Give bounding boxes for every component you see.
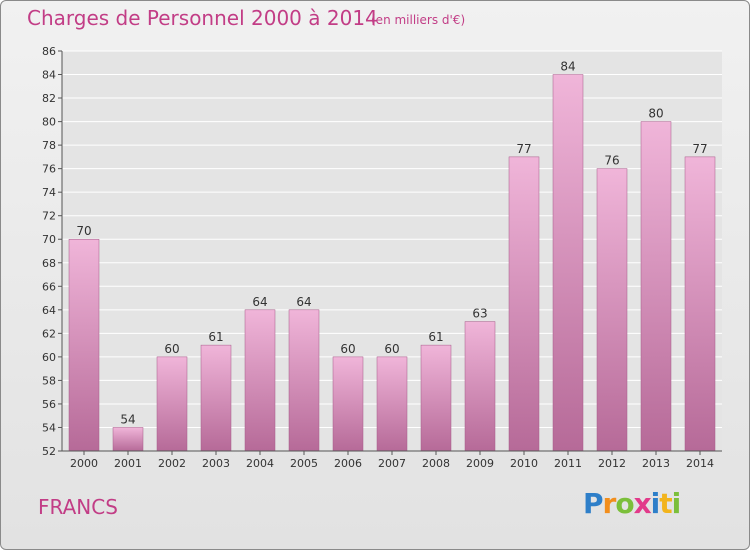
bar-value-label: 64 [296,295,311,309]
bar-value-label: 60 [340,342,355,356]
y-tick-label: 68 [42,257,56,270]
bar-value-label: 60 [384,342,399,356]
y-tick-label: 70 [42,233,56,246]
y-tick-label: 62 [42,327,56,340]
chart-title: Charges de Personnel 2000 à 2014 [27,6,378,30]
bar-value-label: 80 [648,107,663,121]
y-tick-label: 72 [42,210,56,223]
logo-letter: r [602,487,617,520]
y-tick-label: 52 [42,445,56,458]
bar [200,344,232,452]
bar [288,309,320,452]
bar-value-label: 61 [428,330,443,344]
y-tick-label: 86 [42,45,56,58]
y-tick-label: 64 [42,304,56,317]
x-tick-label: 2002 [158,457,186,470]
bar [156,356,188,452]
x-tick-label: 2012 [598,457,626,470]
bar-value-label: 77 [516,142,531,156]
y-tick-label: 80 [42,116,56,129]
bar [640,121,672,452]
x-tick-label: 2003 [202,457,230,470]
bar-value-label: 84 [560,60,575,74]
y-tick-label: 84 [42,69,56,82]
y-tick-label: 58 [42,374,56,387]
x-tick-label: 2007 [378,457,406,470]
y-tick-label: 54 [42,421,56,434]
x-tick-label: 2006 [334,457,362,470]
y-tick-label: 74 [42,186,56,199]
bar-value-label: 63 [472,307,487,321]
bar [376,356,408,452]
x-tick-label: 2010 [510,457,538,470]
logo-letter: P [583,487,604,520]
proxiti-logo: Proxiti [583,487,682,520]
y-tick-label: 76 [42,163,56,176]
footer-label: FRANCS [38,495,118,519]
y-tick-label: 78 [42,139,56,152]
x-tick-label: 2009 [466,457,494,470]
chart-subtitle: (en milliers d'€) [371,13,466,27]
bar-value-label: 77 [692,142,707,156]
bar-value-label: 76 [604,154,619,168]
bar [552,74,584,452]
y-tick-label: 82 [42,92,56,105]
x-tick-label: 2013 [642,457,670,470]
logo-letter: t [659,487,672,520]
logo-letter: i [671,487,682,520]
bar-value-label: 60 [164,342,179,356]
logo-letter: x [633,487,652,520]
logo-letter: i [650,487,661,520]
bar [420,344,452,452]
bar [596,168,628,452]
bar [508,156,540,452]
bar [244,309,276,452]
bar [684,156,716,452]
x-tick-label: 2004 [246,457,274,470]
x-tick-label: 2011 [554,457,582,470]
x-tick-label: 2014 [686,457,714,470]
bar-value-label: 54 [120,412,135,426]
bar [332,356,364,452]
x-tick-label: 2001 [114,457,142,470]
bar [112,427,144,452]
bar-value-label: 64 [252,295,267,309]
bar-value-label: 70 [76,224,91,238]
x-tick-label: 2005 [290,457,318,470]
y-tick-label: 66 [42,280,56,293]
bar [464,321,496,452]
x-tick-label: 2000 [70,457,98,470]
y-tick-label: 60 [42,351,56,364]
bar-value-label: 61 [208,330,223,344]
x-tick-label: 2008 [422,457,450,470]
bar [68,238,100,452]
y-tick-label: 56 [42,398,56,411]
logo-letter: o [615,487,634,520]
